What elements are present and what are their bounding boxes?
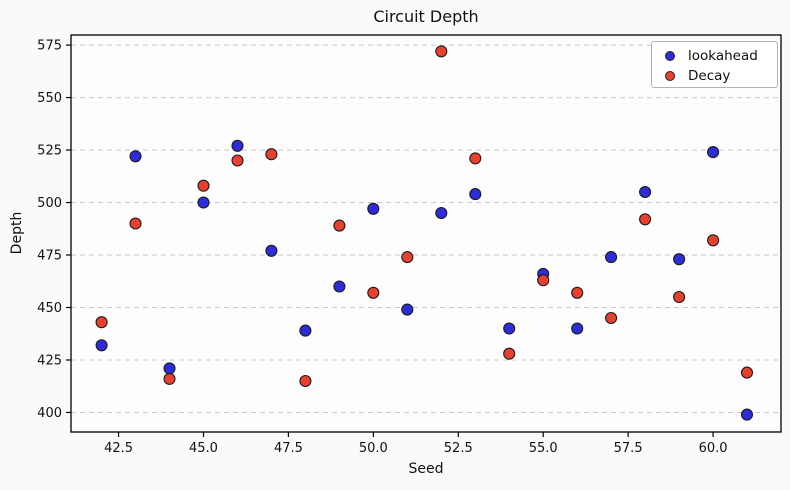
data-point-lookahead <box>367 202 380 215</box>
data-point-Decay <box>639 213 652 226</box>
data-point-Decay <box>537 274 550 287</box>
y-tick-label: 575 <box>37 39 62 54</box>
legend: lookahead Decay <box>651 41 778 88</box>
y-tick-label: 475 <box>37 249 62 264</box>
x-tick-label: 60.0 <box>699 441 728 456</box>
data-point-Decay <box>265 148 278 161</box>
y-tick-label: 550 <box>37 91 62 106</box>
x-tick-label: 50.0 <box>359 441 388 456</box>
data-point-Decay <box>571 286 584 299</box>
data-point-Decay <box>299 374 312 388</box>
x-tick-label: 57.5 <box>614 441 643 456</box>
data-point-lookahead <box>571 322 584 335</box>
x-tick-label: 47.5 <box>274 441 303 456</box>
data-point-Decay <box>707 234 720 247</box>
data-point-Decay <box>503 347 516 360</box>
y-tick-label: 400 <box>37 406 62 421</box>
plot-border <box>70 34 782 433</box>
x-tick-label: 55.0 <box>529 441 558 456</box>
data-point-lookahead <box>265 244 278 257</box>
lookahead-marker-icon <box>665 51 675 61</box>
plot-background <box>71 35 781 432</box>
data-point-lookahead <box>673 253 686 266</box>
chart-title: Circuit Depth <box>373 7 479 26</box>
data-point-lookahead <box>95 339 108 352</box>
x-tick-label: 52.5 <box>444 441 473 456</box>
legend-entry-decay: Decay <box>665 66 777 86</box>
data-point-lookahead <box>401 303 414 316</box>
x-tick-label: 42.5 <box>104 441 133 456</box>
data-point-lookahead <box>299 324 312 337</box>
decay-marker-icon <box>665 71 675 81</box>
x-axis-label: Seed <box>408 461 444 477</box>
data-point-Decay <box>163 372 176 385</box>
data-point-Decay <box>469 152 482 165</box>
legend-label-decay: Decay <box>688 68 731 84</box>
x-tick-label: 45.0 <box>189 441 218 456</box>
data-point-Decay <box>95 316 108 329</box>
data-point-lookahead <box>740 408 754 421</box>
data-point-Decay <box>129 217 142 230</box>
data-point-lookahead <box>639 185 652 199</box>
y-tick-label: 525 <box>37 144 62 159</box>
y-tick-label: 500 <box>37 196 62 211</box>
data-point-Decay <box>673 290 686 304</box>
y-tick-label: 450 <box>37 301 62 316</box>
data-point-lookahead <box>469 188 482 201</box>
data-point-Decay <box>333 219 346 232</box>
data-point-Decay <box>605 311 618 325</box>
data-point-Decay <box>231 154 244 167</box>
data-point-lookahead <box>231 139 244 152</box>
data-point-Decay <box>367 286 380 299</box>
data-point-lookahead <box>197 196 210 209</box>
data-point-Decay <box>435 45 448 58</box>
legend-entry-lookahead: lookahead <box>665 46 777 66</box>
data-point-lookahead <box>435 206 448 220</box>
data-point-Decay <box>740 366 754 379</box>
legend-label-lookahead: lookahead <box>688 48 758 64</box>
data-point-Decay <box>401 251 414 264</box>
y-axis-label: Depth <box>9 211 25 255</box>
y-tick-label: 425 <box>37 353 62 368</box>
data-point-Decay <box>197 179 210 192</box>
data-point-lookahead <box>163 362 176 375</box>
data-point-lookahead <box>333 280 346 293</box>
data-point-lookahead <box>503 322 516 335</box>
data-point-lookahead <box>707 146 720 159</box>
data-point-lookahead <box>605 251 618 264</box>
data-point-lookahead <box>129 150 142 163</box>
